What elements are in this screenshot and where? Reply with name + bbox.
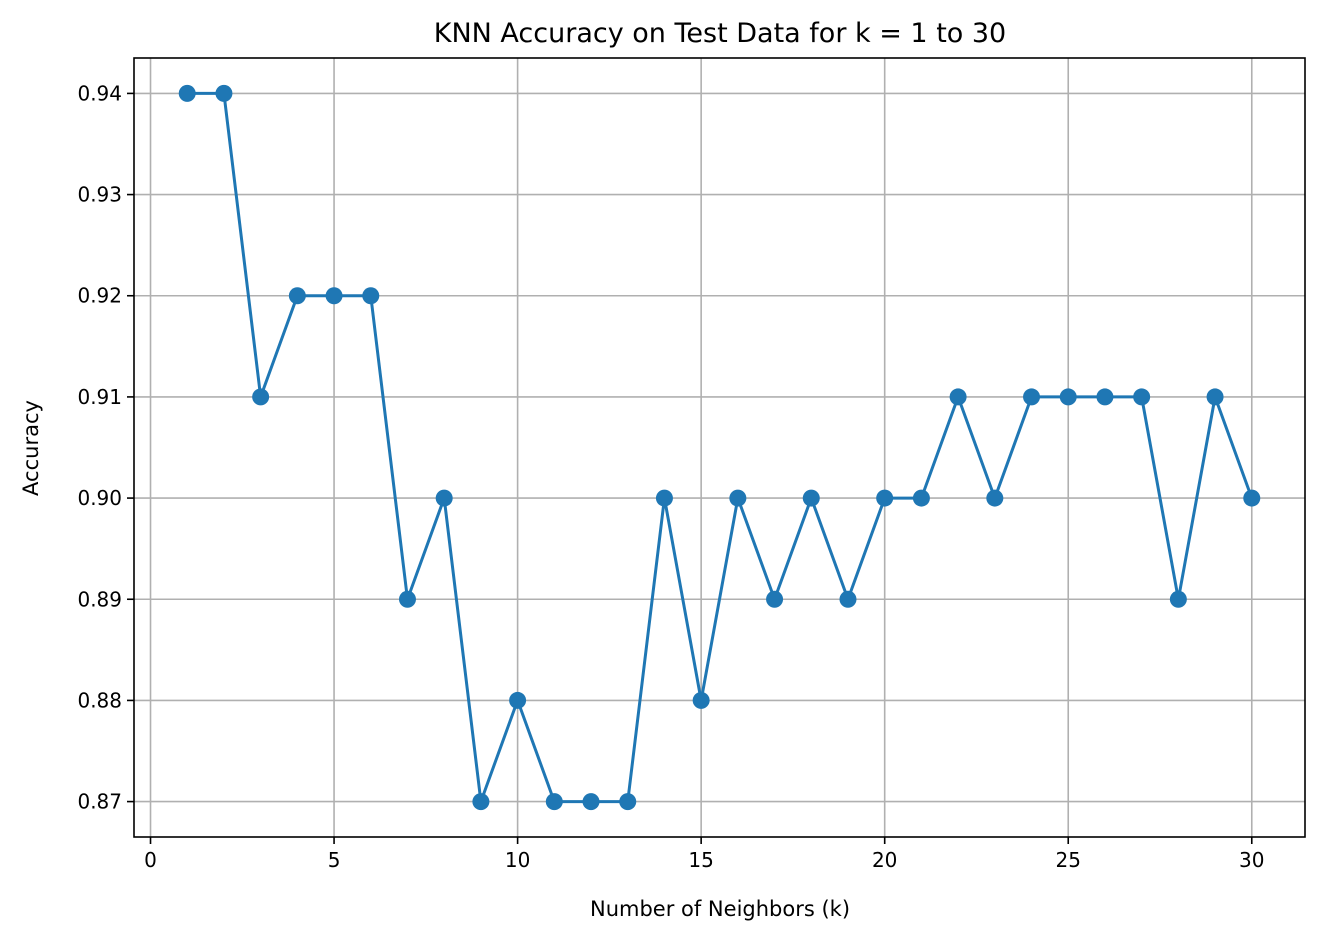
grid — [134, 58, 1305, 837]
chart-title: KNN Accuracy on Test Data for k = 1 to 3… — [434, 18, 1006, 49]
data-point — [839, 590, 857, 608]
series-accuracy — [178, 84, 1261, 811]
y-tick-label: 0.88 — [77, 688, 122, 712]
data-point — [1243, 489, 1261, 507]
x-tick-label: 30 — [1239, 848, 1264, 872]
x-tick-label: 0 — [144, 848, 157, 872]
data-point — [545, 793, 563, 811]
series-line — [187, 91, 1254, 804]
x-tick-label: 20 — [872, 848, 897, 872]
data-point — [949, 388, 967, 406]
y-tick-label: 0.90 — [77, 486, 122, 510]
data-point — [729, 489, 747, 507]
plot-frame — [133, 57, 1306, 838]
data-point — [288, 287, 306, 305]
data-point — [325, 287, 343, 305]
data-point — [1023, 388, 1041, 406]
data-point — [472, 793, 490, 811]
x-tick-label: 5 — [328, 848, 341, 872]
x-tick-label: 25 — [1056, 848, 1081, 872]
y-tick-label: 0.94 — [77, 81, 122, 105]
data-point — [912, 489, 930, 507]
y-axis-label: Accuracy — [19, 400, 43, 496]
y-tick-label: 0.89 — [77, 587, 122, 611]
y-tick-label: 0.87 — [77, 790, 122, 814]
x-axis-label: Number of Neighbors (k) — [590, 897, 850, 921]
data-point — [1096, 388, 1114, 406]
data-point — [398, 590, 416, 608]
data-point — [876, 489, 894, 507]
data-point — [435, 489, 453, 507]
x-tick-label: 15 — [688, 848, 713, 872]
data-point — [619, 793, 637, 811]
y-axis: 0.87 0.88 0.89 0.90 0.91 0.92 0.93 0.94 — [77, 81, 134, 814]
y-tick-label: 0.93 — [77, 183, 122, 207]
x-tick-label: 10 — [505, 848, 530, 872]
data-point — [655, 489, 673, 507]
data-point — [802, 489, 820, 507]
data-point — [1206, 388, 1224, 406]
data-point — [1059, 388, 1077, 406]
data-point — [692, 691, 710, 709]
data-point — [178, 84, 196, 102]
data-point — [509, 691, 527, 709]
data-point — [766, 590, 784, 608]
data-point — [252, 388, 270, 406]
data-point — [215, 84, 233, 102]
x-axis: 0 5 10 15 20 25 30 — [144, 837, 1264, 872]
y-tick-label: 0.91 — [77, 385, 122, 409]
data-point — [1133, 388, 1151, 406]
data-point — [986, 489, 1004, 507]
data-point — [582, 793, 600, 811]
y-tick-label: 0.92 — [77, 284, 122, 308]
data-point — [362, 287, 380, 305]
data-point — [1169, 590, 1187, 608]
